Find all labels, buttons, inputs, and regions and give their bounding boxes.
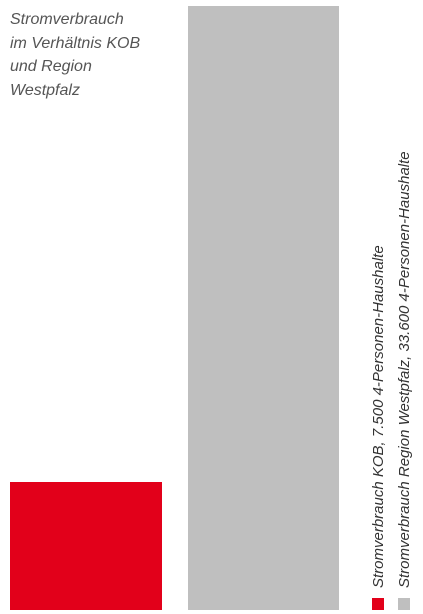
title-line-4: Westpfalz <box>10 81 80 99</box>
title-line-3: und Region <box>10 58 92 75</box>
legend-label-kob: Stromverbrauch KOB, 7.500 4-Personen-Hau… <box>370 245 387 588</box>
legend-swatch-westpfalz <box>398 598 410 610</box>
bar-westpfalz <box>188 6 339 610</box>
chart-title: Stromverbrauch im Verhältnis KOB und Reg… <box>10 8 180 102</box>
legend-swatch-kob <box>372 598 384 610</box>
bar-kob <box>10 482 162 610</box>
title-line-1: Stromverbrauch <box>10 11 124 28</box>
legend-label-westpfalz: Stromverbrauch Region Westpfalz, 33.600 … <box>396 151 413 588</box>
title-line-2: im Verhältnis KOB <box>10 34 141 52</box>
